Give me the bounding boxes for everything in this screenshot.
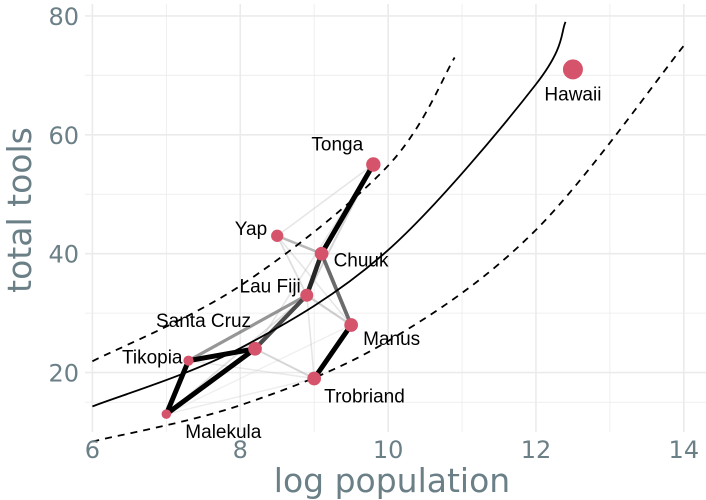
point-trobriand: [307, 371, 322, 386]
edge-malekula-manus: [165, 324, 352, 415]
point-manus: [344, 318, 358, 332]
point-label-tikopia: Tikopia: [122, 348, 183, 369]
interval-curve-1: [91, 57, 456, 363]
x-tick-label: 8: [233, 436, 248, 464]
mean-curve: [92, 21, 567, 408]
edge-lau-fiji-chuuk: [304, 251, 324, 298]
tick-labels: 6 8 10 12 14 20 40 60 80: [48, 3, 699, 464]
x-tick-label: 14: [669, 436, 700, 464]
y-tick-label: 40: [48, 241, 79, 269]
point-hawaii: [562, 59, 583, 80]
point-malekula: [161, 409, 172, 419]
y-tick-label: 80: [48, 3, 79, 31]
point-tonga: [366, 157, 381, 172]
point-tikopia: [183, 355, 194, 366]
edge-santa-cruz-trobriand: [254, 347, 316, 380]
edges: [163, 162, 376, 417]
point-label-santa-cruz: Santa Cruz: [156, 311, 251, 332]
edge-chuuk-tonga: [319, 162, 376, 257]
edge-tikopia-lau-fiji: [186, 293, 309, 363]
x-tick-label: 6: [85, 436, 100, 464]
edge-tikopia-santa-cruz: [186, 346, 258, 364]
x-axis-title: log population: [274, 461, 510, 500]
edge-manus-trobriand: [311, 322, 354, 381]
y-tick-label: 60: [48, 122, 79, 150]
fit-curves: [91, 21, 685, 443]
edge-malekula-santa-cruz: [163, 346, 258, 417]
point-santa-cruz: [248, 341, 262, 356]
data-points: [161, 59, 583, 419]
y-tick-label: 20: [48, 360, 79, 388]
x-tick-label: 12: [521, 436, 552, 464]
edge-lau-fiji-manus: [305, 294, 353, 327]
edge-chuuk-yap: [275, 234, 323, 255]
edge-malekula-tikopia: [163, 358, 191, 417]
point-label-yap: Yap: [235, 219, 267, 240]
point-labels: Malekula Tikopia Santa Cruz Yap Lau Fiji Trob…: [122, 84, 601, 443]
point-label-manus: Manus: [363, 329, 420, 350]
point-label-trobriand: Trobriand: [324, 387, 405, 408]
edge-chuuk-manus: [319, 251, 354, 327]
point-yap: [271, 229, 284, 242]
x-tick-label: 10: [373, 436, 404, 464]
interval-curve-2: [92, 45, 685, 443]
point-label-lau-fiji: Lau Fiji: [240, 276, 301, 297]
y-axis-title: total tools: [0, 127, 39, 293]
point-label-hawaii: Hawaii: [544, 84, 601, 105]
point-label-malekula: Malekula: [185, 422, 261, 443]
edge-lau-fiji-yap: [276, 234, 308, 297]
grid: [85, 4, 706, 432]
point-chuuk: [314, 246, 329, 261]
point-label-tonga: Tonga: [311, 135, 363, 156]
edge-malekula-trobriand: [165, 377, 315, 415]
point-lau-fiji: [300, 288, 314, 302]
point-label-chuuk: Chuuk: [334, 251, 389, 272]
edge-yap-tonga: [276, 163, 375, 237]
edge-santa-cruz-lau-fiji: [252, 293, 309, 351]
